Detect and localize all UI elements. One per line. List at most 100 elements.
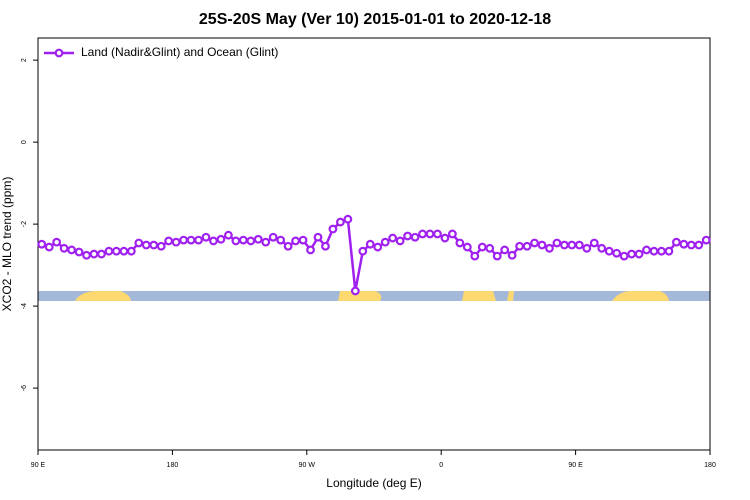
legend-label: Land (Nadir&Glint) and Ocean (Glint): [81, 45, 278, 59]
y-tick-label: -6: [21, 385, 28, 391]
data-point: [649, 246, 659, 256]
land-patch: [507, 291, 514, 301]
data-point: [619, 251, 629, 261]
data-point: [111, 246, 121, 256]
data-point: [82, 250, 91, 260]
data-point: [238, 235, 248, 245]
data-point: [134, 238, 144, 248]
data-point: [545, 243, 554, 253]
data-point: [507, 250, 517, 260]
data-point: [418, 229, 427, 239]
data-point: [216, 234, 226, 244]
data-point: [328, 224, 338, 234]
data-point: [97, 249, 106, 259]
data-point: [582, 243, 592, 253]
data-point: [597, 243, 607, 253]
legend-marker: [54, 48, 64, 58]
data-point: [657, 246, 666, 256]
data-point: [627, 249, 636, 259]
data-point: [440, 233, 450, 243]
data-point: [686, 240, 696, 250]
data-point: [104, 246, 114, 256]
data-point: [425, 229, 435, 239]
data-point: [574, 240, 584, 250]
data-point: [477, 242, 487, 252]
land-patch: [338, 291, 382, 301]
data-point: [74, 247, 84, 257]
y-tick-label: 0: [21, 140, 28, 144]
data-point: [395, 236, 405, 246]
data-point: [298, 235, 308, 245]
data-point: [223, 230, 233, 240]
x-tick-label: 180: [704, 462, 716, 469]
data-point: [410, 232, 420, 242]
data-point: [186, 235, 196, 245]
data-point: [380, 237, 390, 247]
data-point: [171, 237, 181, 247]
data-point: [253, 234, 263, 244]
surface-strip: [38, 291, 710, 301]
data-point: [350, 286, 360, 296]
data-point: [694, 240, 704, 250]
data-point: [89, 249, 99, 259]
data-point: [59, 243, 69, 253]
data-point: [530, 238, 539, 248]
data-point: [672, 237, 681, 247]
data-point: [179, 235, 189, 245]
data-point: [321, 241, 330, 251]
data-point: [343, 214, 353, 224]
data-point: [313, 232, 323, 242]
data-point: [589, 238, 599, 248]
data-point: [537, 240, 547, 250]
data-point: [642, 245, 651, 255]
x-axis-label: Longitude (deg E): [326, 476, 421, 490]
data-point: [261, 237, 271, 247]
data-point: [433, 229, 442, 239]
data-point: [500, 245, 510, 255]
chart-title: 25S-20S May (Ver 10) 2015-01-01 to 2020-…: [199, 11, 551, 28]
data-point: [126, 246, 136, 256]
x-tick-label: 90 W: [299, 462, 316, 469]
data-point: [388, 233, 398, 243]
data-point: [365, 239, 375, 249]
data-point: [268, 232, 278, 242]
x-tick-label: 180: [167, 462, 179, 469]
data-point: [201, 232, 211, 242]
data-point: [231, 236, 241, 246]
data-point: [164, 236, 174, 246]
data-point: [552, 238, 562, 248]
y-axis-label: XCO2 - MLO trend (ppm): [0, 177, 14, 312]
data-point: [567, 240, 577, 250]
data-point: [634, 249, 644, 259]
land-patch: [612, 291, 669, 301]
data-point: [209, 236, 218, 246]
data-point: [485, 243, 495, 253]
data-point: [462, 242, 472, 252]
x-tick-label: 0: [439, 462, 443, 469]
data-point: [194, 235, 203, 245]
data-point: [373, 242, 383, 252]
data-point: [67, 245, 76, 255]
data-point: [679, 239, 689, 249]
data-point: [560, 240, 569, 250]
data-point: [156, 241, 166, 251]
data-point: [492, 251, 502, 261]
data-point: [44, 242, 54, 252]
data-point: [52, 237, 62, 247]
data-point: [448, 229, 457, 239]
data-point: [358, 246, 368, 256]
data-point: [119, 246, 129, 256]
data-point: [291, 236, 301, 246]
data-point: [612, 248, 622, 258]
land-patch: [462, 291, 496, 301]
data-point: [336, 217, 345, 227]
data-point: [604, 246, 614, 256]
y-tick-label: 2: [21, 58, 28, 62]
data-point: [37, 239, 47, 249]
land-patch: [75, 291, 131, 301]
data-point: [515, 241, 524, 251]
y-tick-label: -4: [21, 303, 28, 309]
data-point: [149, 240, 159, 250]
